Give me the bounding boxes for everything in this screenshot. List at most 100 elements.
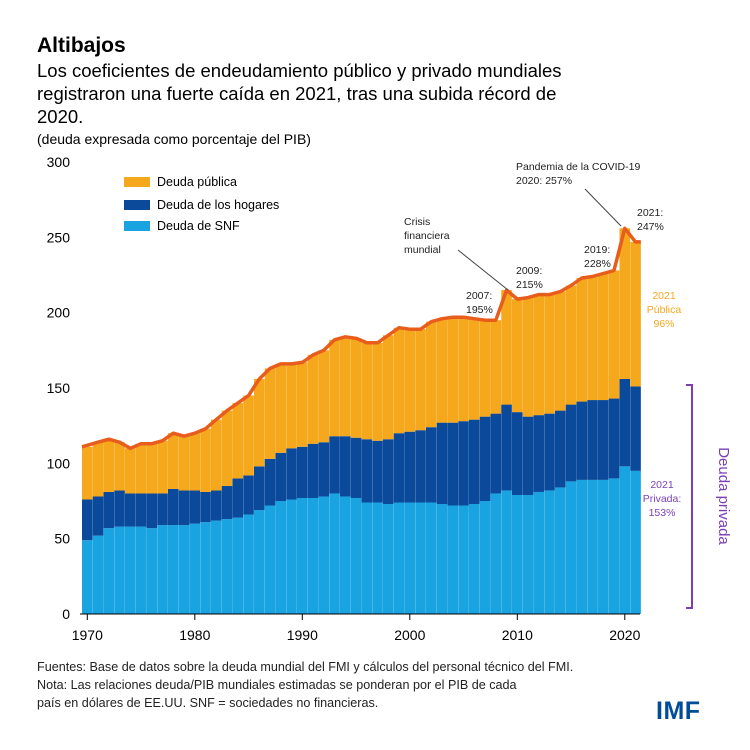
bar-snf-1990 [297, 497, 308, 614]
bar-hogares-1971 [92, 496, 104, 536]
bar-publica-2017 [587, 276, 598, 401]
private-debt-bracket [686, 384, 693, 609]
bar-snf-2019 [608, 478, 620, 614]
annotation-2021-total: 2021: 247% [637, 207, 664, 233]
bar-snf-2015 [565, 481, 577, 614]
svg-text:Crisis: Crisis [404, 216, 430, 228]
bar-hogares-2007 [479, 416, 491, 501]
bar-publica-2020 [619, 228, 631, 379]
svg-text:215%: 215% [516, 279, 543, 291]
bar-hogares-1999 [393, 433, 405, 503]
total-debt-line [81, 226, 641, 451]
bar-hogares-1995 [350, 437, 362, 498]
covid-pointer-line [584, 188, 622, 227]
bar-snf-2013 [544, 490, 555, 614]
bar-snf-1977 [157, 525, 168, 614]
bar-publica-2007 [479, 320, 491, 417]
bar-publica-2018 [598, 273, 609, 401]
bar-snf-1979 [178, 525, 190, 614]
bar-hogares-1985 [243, 475, 254, 515]
bar-hogares-1977 [157, 493, 168, 526]
bar-publica-1975 [135, 443, 147, 494]
bar-snf-1999 [393, 502, 405, 614]
bar-hogares-2014 [555, 410, 566, 488]
unit-label: (deuda expresada como porcentaje del PIB… [37, 131, 311, 147]
bar-hogares-1994 [340, 436, 351, 497]
bar-hogares-2020 [619, 378, 631, 467]
bar-snf-2011 [522, 494, 534, 614]
bar-snf-1995 [350, 497, 362, 614]
bar-hogares-1997 [372, 440, 383, 503]
chart-subtitle: Los coeficientes de endeudamiento públic… [37, 60, 562, 127]
y-tick-label-150: 150 [47, 380, 71, 396]
bar-publica-1974 [125, 448, 136, 494]
bar-snf-2001 [415, 502, 426, 614]
bar-publica-2011 [522, 297, 534, 417]
bar-publica-1991 [307, 354, 319, 444]
bar-publica-1989 [286, 363, 297, 449]
bar-hogares-1990 [297, 446, 308, 498]
bar-hogares-1982 [211, 490, 222, 521]
bar-publica-2019 [608, 270, 620, 399]
bar-hogares-1998 [383, 439, 394, 505]
bar-hogares-1996 [361, 439, 373, 503]
svg-text:Pandemia de la COVID-19: Pandemia de la COVID-19 [516, 161, 640, 173]
bar-snf-2012 [533, 491, 545, 614]
bar-snf-2021 [630, 470, 641, 614]
annotation-publica-2021: 2021 Pública 96% [647, 290, 682, 330]
bar-snf-1971 [92, 535, 104, 614]
bar-hogares-1988 [275, 452, 287, 501]
bar-snf-1976 [146, 528, 158, 614]
bar-publica-2015 [565, 285, 577, 405]
annotation-crisis: Crisis financiera mundial [404, 216, 509, 291]
bar-snf-2010 [512, 494, 523, 614]
bar-publica-1973 [114, 442, 125, 491]
bar-snf-2003 [436, 504, 448, 614]
bar-snf-1973 [114, 526, 125, 614]
x-tick-label-2020: 2020 [609, 627, 640, 643]
legend-label-snf: Deuda de SNF [157, 219, 240, 233]
bar-hogares-2006 [469, 419, 480, 505]
bar-publica-1976 [146, 443, 158, 494]
bar-snf-1980 [189, 523, 201, 614]
bar-snf-1982 [211, 520, 222, 614]
bar-publica-1985 [243, 395, 254, 476]
bar-hogares-1984 [232, 478, 244, 518]
bar-snf-1972 [103, 528, 115, 614]
bar-publica-1986 [254, 378, 265, 467]
bar-snf-1989 [286, 499, 297, 614]
bar-hogares-2002 [426, 427, 437, 503]
bar-publica-1990 [297, 362, 308, 447]
bar-snf-2008 [490, 493, 502, 614]
x-tick-label-1970: 1970 [72, 627, 103, 643]
svg-text:financiera: financiera [404, 230, 450, 242]
bar-hogares-2003 [436, 422, 448, 505]
bar-publica-2012 [533, 294, 545, 416]
bar-publica-2008 [490, 320, 502, 414]
bar-hogares-2021 [630, 386, 641, 471]
legend-swatch-snf [124, 221, 150, 231]
bar-hogares-2004 [447, 422, 459, 506]
bar-hogares-2018 [598, 400, 609, 480]
svg-text:2021:: 2021: [637, 207, 663, 219]
bar-hogares-1978 [168, 488, 179, 526]
note-line-2: país en dólares de EE.UU. SNF = sociedad… [37, 696, 379, 710]
bar-snf-2007 [479, 501, 491, 614]
annotation-2007: 2007: 195% [466, 290, 493, 316]
bar-hogares-2005 [458, 421, 469, 506]
bar-publica-2001 [415, 329, 426, 431]
bar-publica-1978 [168, 433, 179, 489]
bar-hogares-1970 [82, 499, 93, 541]
svg-text:2020: 257%: 2020: 257% [516, 175, 572, 187]
bar-publica-1999 [393, 327, 405, 434]
bar-snf-1974 [125, 526, 136, 614]
svg-text:Pública: Pública [647, 304, 682, 316]
svg-text:247%: 247% [637, 221, 664, 233]
bar-publica-2000 [404, 329, 416, 432]
annotation-covid: Pandemia de la COVID-19 2020: 257% [516, 161, 640, 227]
legend-swatch-publica [124, 177, 150, 187]
bar-snf-1970 [82, 540, 93, 614]
bar-hogares-1980 [189, 490, 201, 524]
bar-snf-1985 [243, 514, 254, 614]
